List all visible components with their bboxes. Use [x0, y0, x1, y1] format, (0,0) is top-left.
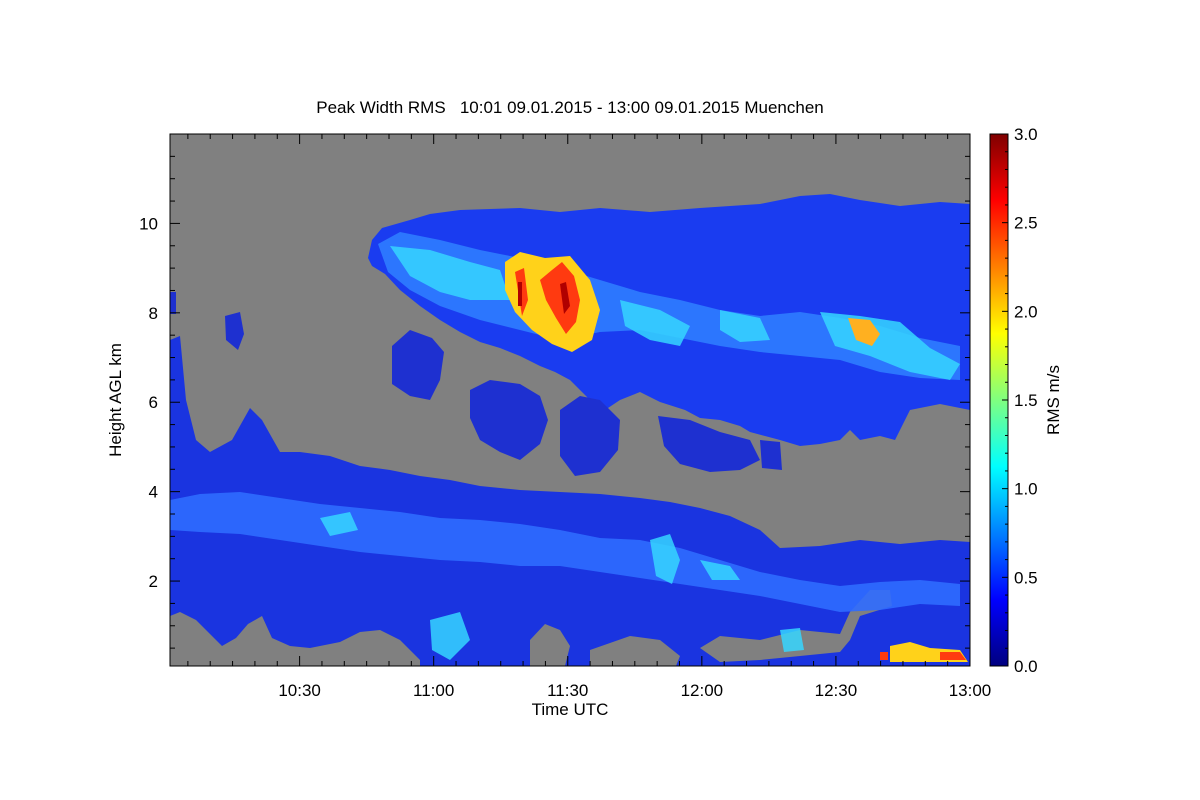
- upper-cloud-cyan-streaks: [390, 246, 960, 380]
- lower-cloud-surface-gaps: [170, 590, 892, 666]
- x-tick-label: 10:30: [278, 681, 321, 700]
- lower-cloud-mid-band: [170, 492, 960, 612]
- colorbar-tick-label: 2.0: [1014, 302, 1038, 321]
- x-tick-label: 12:30: [815, 681, 858, 700]
- y-tick-label: 8: [149, 304, 158, 323]
- y-tick-label: 2: [149, 572, 158, 591]
- colorbar-axis: 0.0 0.5 1.0 1.5 2.0 2.5 3.0: [1002, 125, 1038, 676]
- y-axis-label: Height AGL km: [106, 343, 125, 457]
- x-axis: 10:30 11:00 11:30 12:00 12:30 13:00: [187, 134, 992, 700]
- turbulent-core-red: [515, 262, 580, 334]
- colorbar-tick-label: 1.0: [1014, 480, 1038, 499]
- colorbar-label: RMS m/s: [1044, 365, 1063, 435]
- blob-1: [392, 330, 444, 400]
- y-tick-label: 10: [139, 214, 158, 233]
- blob-3: [560, 396, 620, 476]
- y-axis: 2 4 6 8 10: [139, 133, 970, 649]
- x-tick-label: 11:30: [547, 681, 588, 700]
- chart-title: Peak Width RMS 10:01 09.01.2015 - 13:00 …: [316, 98, 824, 117]
- turbulent-core-darkred: [518, 282, 570, 314]
- x-tick-label: 11:00: [413, 681, 454, 700]
- heatmap-field: [170, 194, 970, 666]
- y-tick-label: 6: [149, 393, 158, 412]
- near-surface-red: [880, 652, 966, 660]
- plot-frame: [169, 133, 971, 667]
- x-tick-label: 12:00: [681, 681, 724, 700]
- colorbar-tick-label: 1.5: [1014, 391, 1038, 410]
- colorbar-tick-label: 0.5: [1014, 568, 1038, 587]
- colorbar-tick-label: 2.5: [1014, 214, 1038, 233]
- x-tick-label: 13:00: [949, 681, 992, 700]
- blob-4: [658, 416, 760, 472]
- upper-cloud-orange-secondary: [848, 318, 880, 346]
- lower-cloud-cyan-streaks: [320, 512, 804, 660]
- blob-2: [470, 380, 548, 460]
- y-tick-label: 4: [149, 483, 158, 502]
- x-axis-label: Time UTC: [532, 700, 609, 719]
- colorbar-tick-label: 3.0: [1014, 125, 1038, 144]
- colorbar-tick-label: 0.0: [1014, 657, 1038, 676]
